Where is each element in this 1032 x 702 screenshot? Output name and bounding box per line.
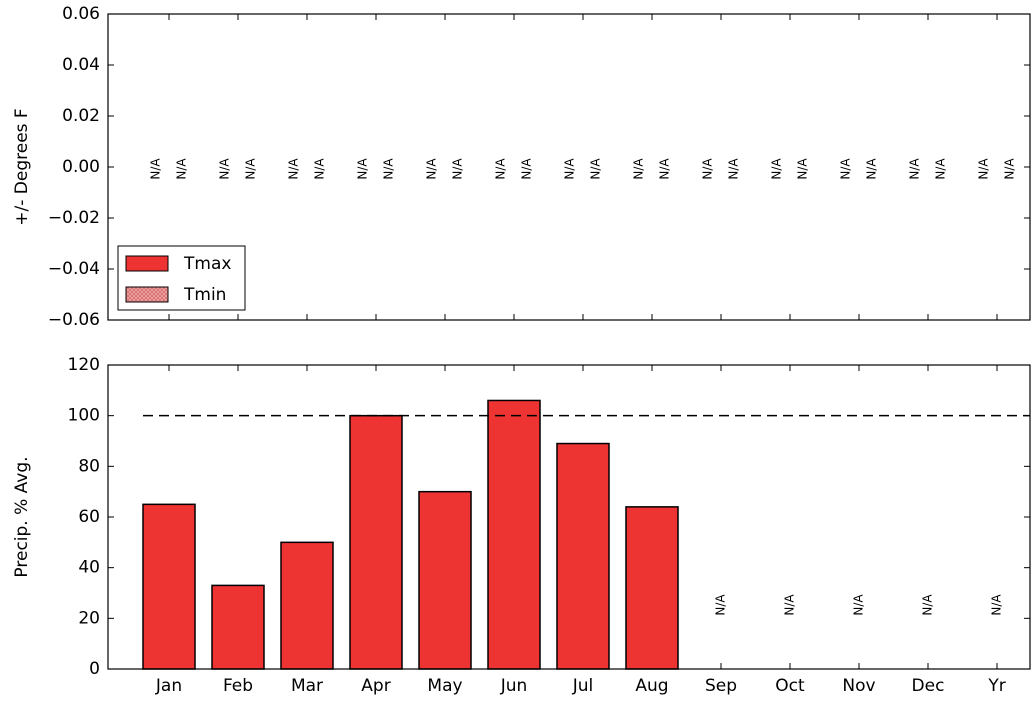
y-tick-label: −0.04 xyxy=(48,259,100,279)
bar xyxy=(418,490,472,670)
bar xyxy=(142,503,196,670)
x-tick-label: Aug xyxy=(635,676,668,696)
x-tick-label: Jan xyxy=(155,676,182,696)
bar xyxy=(280,541,334,670)
value-label: N/A xyxy=(796,158,810,180)
y-tick-label: 20 xyxy=(78,608,100,628)
y-tick-label: −0.06 xyxy=(48,310,100,330)
value-label: N/A xyxy=(908,158,922,180)
y-tick-label: 40 xyxy=(78,558,100,578)
value-label: N/A xyxy=(921,594,935,616)
value-label: N/A xyxy=(977,158,991,180)
value-label: N/A xyxy=(658,158,672,180)
value-label: N/A xyxy=(218,158,232,180)
value-label: N/A xyxy=(313,158,327,180)
value-label: N/A xyxy=(770,158,784,180)
value-label: N/A xyxy=(149,158,163,180)
legend-swatch xyxy=(125,286,169,303)
bar xyxy=(625,506,679,670)
y-tick-label: 60 xyxy=(78,507,100,527)
y-tick-label: 0.04 xyxy=(62,55,100,75)
value-label: N/A xyxy=(451,158,465,180)
y-axis-label: +/- Degrees F xyxy=(12,108,32,225)
y-tick-label: 100 xyxy=(68,406,100,426)
bar xyxy=(487,399,541,670)
x-tick-label: Oct xyxy=(775,676,805,696)
y-tick-label: 80 xyxy=(78,456,100,476)
value-label: N/A xyxy=(701,158,715,180)
y-tick-label: 120 xyxy=(68,355,100,375)
value-label: N/A xyxy=(520,158,534,180)
value-label: N/A xyxy=(990,594,1004,616)
value-label: N/A xyxy=(839,158,853,180)
y-tick-label: −0.02 xyxy=(48,208,100,228)
legend-label: Tmax xyxy=(183,254,231,274)
value-label: N/A xyxy=(382,158,396,180)
y-tick-label: 0 xyxy=(89,659,100,679)
value-label: N/A xyxy=(934,158,948,180)
value-label: N/A xyxy=(852,594,866,616)
x-tick-label: May xyxy=(427,676,462,696)
x-tick-label: Jun xyxy=(500,676,528,696)
plot-frame xyxy=(107,364,1031,670)
value-label: N/A xyxy=(727,158,741,180)
value-label: N/A xyxy=(714,594,728,616)
legend-swatch xyxy=(125,255,169,272)
x-tick-label: Dec xyxy=(912,676,945,696)
value-label: N/A xyxy=(1003,158,1017,180)
value-label: N/A xyxy=(865,158,879,180)
x-tick-label: Apr xyxy=(361,676,390,696)
value-label: N/A xyxy=(244,158,258,180)
bar xyxy=(556,442,610,670)
x-tick-label: Sep xyxy=(705,676,737,696)
value-label: N/A xyxy=(783,594,797,616)
x-tick-label: Mar xyxy=(291,676,323,696)
bar xyxy=(211,584,265,670)
x-tick-label: Jul xyxy=(572,676,594,696)
plot-frame xyxy=(107,13,1031,321)
x-tick-label: Feb xyxy=(223,676,253,696)
y-tick-label: 0.06 xyxy=(62,4,100,24)
value-label: N/A xyxy=(287,158,301,180)
value-label: N/A xyxy=(175,158,189,180)
x-tick-label: Yr xyxy=(987,676,1005,696)
y-axis-label: Precip. % Avg. xyxy=(12,456,32,577)
value-label: N/A xyxy=(563,158,577,180)
legend-label: Tmin xyxy=(183,285,226,305)
value-label: N/A xyxy=(356,158,370,180)
x-tick-label: Nov xyxy=(842,676,875,696)
value-label: N/A xyxy=(589,158,603,180)
value-label: N/A xyxy=(494,158,508,180)
y-tick-label: 0.02 xyxy=(62,106,100,126)
bar xyxy=(349,414,403,670)
value-label: N/A xyxy=(632,158,646,180)
y-tick-label: 0.00 xyxy=(62,157,100,177)
value-label: N/A xyxy=(425,158,439,180)
